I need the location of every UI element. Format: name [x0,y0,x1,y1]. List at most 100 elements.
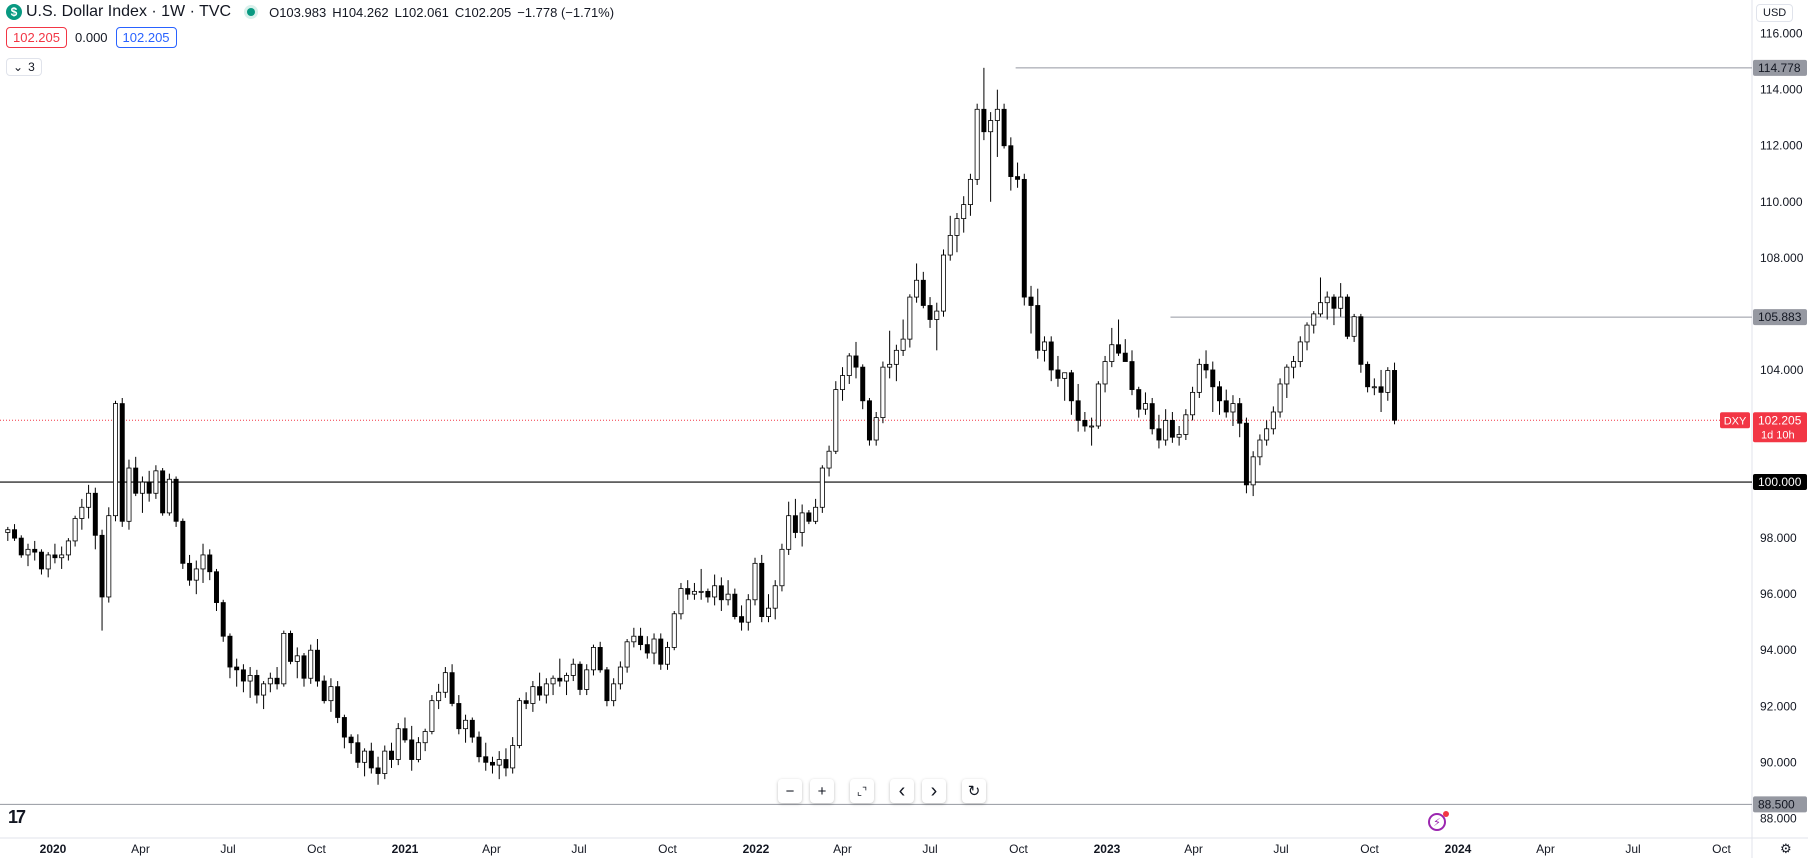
candle[interactable] [1324,296,1330,304]
candle[interactable] [341,717,347,738]
candle[interactable] [954,218,960,236]
candle[interactable] [133,467,139,494]
candle[interactable] [395,728,401,760]
candle[interactable] [974,108,980,180]
scroll-right-button[interactable]: › [922,779,946,803]
candle[interactable] [25,548,31,556]
candle[interactable] [449,672,455,704]
candle[interactable] [106,515,112,598]
candle[interactable] [1203,363,1209,371]
candle[interactable] [1358,316,1364,365]
candle[interactable] [1068,372,1074,402]
candle[interactable] [786,515,792,550]
candle[interactable] [537,686,543,696]
candle[interactable] [685,588,691,595]
candle[interactable] [819,467,825,508]
candle[interactable] [1001,108,1007,147]
symbol-title[interactable]: U.S. Dollar Index · 1W · TVC [26,3,232,20]
candle[interactable] [301,655,307,679]
candle[interactable] [1008,145,1014,177]
zoom-out-button[interactable]: − [778,779,802,803]
candle[interactable] [1385,370,1391,393]
candle[interactable] [146,481,152,494]
candle[interactable] [732,593,738,617]
zoom-in-button[interactable]: + [810,779,834,803]
candle[interactable] [840,375,846,390]
candle[interactable] [530,686,536,704]
candle[interactable] [1156,428,1162,441]
candle[interactable] [32,548,38,553]
candle[interactable] [604,669,610,702]
candle[interactable] [1102,361,1108,385]
candle[interactable] [792,515,798,533]
candle[interactable] [288,633,294,662]
candle[interactable] [247,675,253,682]
candle[interactable] [665,647,670,665]
candle[interactable] [1257,439,1263,458]
candle[interactable] [779,548,785,587]
candle[interactable] [853,355,859,368]
candle[interactable] [254,675,260,696]
candle[interactable] [207,554,213,573]
candle[interactable] [12,529,18,539]
candle[interactable] [52,554,58,559]
buy-button[interactable]: 102.205 [115,27,177,48]
candle[interactable] [1311,313,1317,326]
candle[interactable] [173,478,179,522]
candle[interactable] [1196,363,1202,393]
candle[interactable] [994,108,1000,121]
candle[interactable] [570,663,576,676]
candle[interactable] [139,481,145,494]
candle[interactable] [335,686,341,718]
candle[interactable] [281,633,287,685]
candle[interactable] [1095,383,1101,427]
candle[interactable] [564,675,570,682]
reset-scale-button[interactable]: ⌞⌝ [850,779,874,803]
candle[interactable] [981,108,987,133]
candle[interactable] [806,512,812,522]
candle[interactable] [516,700,522,746]
candle[interactable] [920,279,926,306]
candle[interactable] [927,305,933,320]
candle[interactable] [1291,361,1297,368]
candle[interactable] [1217,386,1222,402]
candle[interactable] [1041,341,1047,351]
candle[interactable] [826,450,832,469]
candle[interactable] [1149,403,1155,430]
indicators-toggle[interactable]: ⌄ 3 [6,58,42,76]
candle[interactable] [833,389,839,452]
candle[interactable] [234,666,240,671]
candle[interactable] [267,677,273,685]
candle[interactable] [1048,341,1054,371]
candle[interactable] [1223,400,1229,413]
candle[interactable] [38,551,44,570]
candle[interactable] [880,366,886,418]
candle[interactable] [1304,324,1310,343]
candle[interactable] [1142,403,1148,410]
candle[interactable] [745,599,751,623]
candle[interactable] [355,742,361,763]
candle[interactable] [496,759,502,766]
candle[interactable] [934,310,940,320]
candle[interactable] [765,607,771,617]
candle[interactable] [415,742,421,760]
candle[interactable] [240,669,246,682]
candle[interactable] [422,731,428,744]
candle[interactable] [321,680,327,702]
candle[interactable] [611,683,617,702]
candle[interactable] [698,590,704,593]
candle[interactable] [1021,178,1027,298]
candle[interactable] [671,613,677,648]
candle[interactable] [213,571,219,603]
candle[interactable] [261,683,267,696]
currency-selector[interactable]: USD [1756,4,1794,22]
candle[interactable] [651,638,657,654]
candle[interactable] [631,635,637,643]
candle[interactable] [1243,422,1249,486]
candle[interactable] [1169,420,1175,438]
candle[interactable] [1089,425,1095,428]
candle[interactable] [18,537,24,556]
candle[interactable] [577,663,583,690]
candle[interactable] [314,649,320,682]
